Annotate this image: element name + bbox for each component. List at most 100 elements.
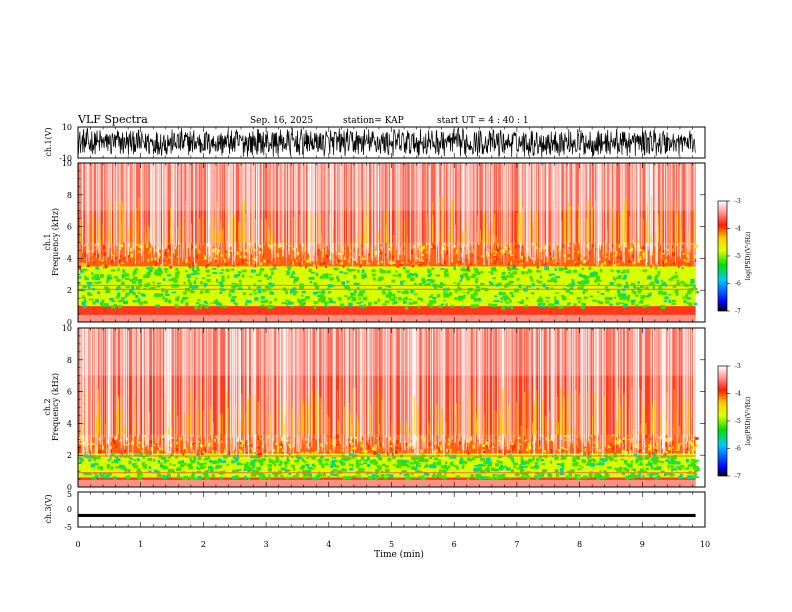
spectrogram-speckle xyxy=(187,463,193,466)
spectrogram-speckle xyxy=(496,248,500,252)
spectrogram-speckle xyxy=(99,447,101,449)
spectrogram-speckle xyxy=(95,443,97,446)
spectrogram-speckle xyxy=(639,258,643,261)
spectrogram-speckle xyxy=(288,472,292,475)
spectrogram-speckle xyxy=(299,285,304,289)
spectrogram-speckle xyxy=(254,258,258,262)
spectrogram-speckle xyxy=(269,290,272,293)
spectrogram-speckle xyxy=(648,460,651,464)
spectrogram-speckle xyxy=(455,436,458,439)
spectrogram-speckle xyxy=(498,282,502,285)
spectrogram-speckle xyxy=(440,262,444,266)
spectrogram-speckle xyxy=(653,460,658,465)
spectrogram-speckle xyxy=(672,284,677,288)
spectrogram-speckle xyxy=(368,302,372,306)
spectrogram-speckle xyxy=(459,260,462,264)
spectrogram-speckle xyxy=(356,460,362,462)
spectrogram-speckle xyxy=(124,293,128,298)
spectrogram-speckle xyxy=(152,265,155,268)
spectrogram-speckle xyxy=(415,255,417,258)
spectrogram-speckle xyxy=(199,462,204,467)
spectrogram-speckle xyxy=(486,476,491,479)
spectrogram-speckle xyxy=(254,458,258,462)
spectrogram-speckle xyxy=(368,445,370,448)
spectrogram-speckle xyxy=(316,248,320,253)
spectrogram-speckle xyxy=(325,442,328,446)
spectrogram-speckle xyxy=(264,435,266,438)
spectrogram-speckle xyxy=(212,272,218,274)
spectrogram-speckle xyxy=(110,305,116,309)
spectrogram-speckle xyxy=(400,280,404,285)
spectrogram-speckle xyxy=(327,287,330,290)
spectrogram-speckle xyxy=(160,462,163,465)
spectrogram-speckle xyxy=(476,286,481,289)
spectrogram-speckle xyxy=(597,290,600,294)
spectrogram-speckle xyxy=(617,293,623,298)
spectrogram-speckle xyxy=(616,270,620,273)
spectrogram-speckle xyxy=(644,456,650,460)
spectrogram-speckle xyxy=(358,290,364,295)
spectrogram-speckle xyxy=(480,282,485,286)
spectrogram-speckle xyxy=(510,261,512,266)
spectrogram-speckle xyxy=(269,275,272,279)
spectrogram-speckle xyxy=(491,259,493,263)
spectrogram-speckle xyxy=(407,259,409,261)
spectrogram-speckle xyxy=(123,271,126,274)
spectrogram-speckle xyxy=(563,267,568,271)
spectrogram-speckle xyxy=(148,251,150,255)
spectrogram-speckle xyxy=(158,456,163,459)
spectrogram-speckle xyxy=(594,472,599,476)
spectrogram-speckle xyxy=(131,463,135,466)
spectrogram-speckle xyxy=(150,266,155,270)
spectrogram-speckle xyxy=(561,455,567,460)
spectrogram-speckle xyxy=(487,439,489,443)
spectrogram-speckle xyxy=(335,443,339,446)
spectrogram-speckle xyxy=(268,301,272,304)
spectrogram-speckle xyxy=(237,270,242,274)
spectrogram-speckle xyxy=(155,304,160,308)
spectrogram-speckle xyxy=(574,473,577,478)
spectrogram-speckle xyxy=(472,245,475,249)
spectrogram-speckle xyxy=(440,244,444,247)
spectrogram-speckle xyxy=(580,452,583,457)
spectrogram-speckle xyxy=(437,305,443,308)
spectrogram-speckle xyxy=(372,273,376,277)
spectrogram-speckle xyxy=(239,279,242,283)
spectrogram-speckle xyxy=(501,272,506,275)
spectrogram-speckle xyxy=(541,257,543,260)
spectrogram-speckle xyxy=(411,264,414,268)
spectrogram-speckle xyxy=(460,275,464,280)
spectrogram-speckle xyxy=(333,469,338,472)
spectrogram-speckle xyxy=(668,293,671,296)
spectrogram-speckle xyxy=(142,275,147,279)
spectrogram-speckle xyxy=(639,449,643,451)
spectrogram-speckle xyxy=(142,461,146,464)
spectrogram-speckle xyxy=(493,437,497,439)
spectrogram-speckle xyxy=(89,293,93,296)
spectrogram-speckle xyxy=(100,466,103,469)
spectrogram-speckle xyxy=(153,443,156,447)
spectrogram-speckle xyxy=(204,256,207,260)
spectrogram-speckle xyxy=(236,263,239,266)
spectrogram-speckle xyxy=(326,255,329,258)
spectrogram-speckle xyxy=(420,262,423,264)
spectrogram-speckle xyxy=(549,460,552,464)
spectrogram-speckle xyxy=(670,465,674,468)
spectrogram-speckle xyxy=(87,264,90,268)
spectrogram-speckle xyxy=(100,474,105,478)
spectrogram-speckle xyxy=(392,451,394,454)
spectrogram-speckle xyxy=(350,268,356,272)
spectrogram-speckle xyxy=(293,265,296,269)
spectrogram-speckle xyxy=(504,295,509,298)
spectrogram-speckle xyxy=(600,246,603,250)
spectrogram-speckle xyxy=(182,453,185,456)
spectrogram-speckle xyxy=(503,451,506,456)
spectrogram-speckle xyxy=(82,268,88,272)
spectrogram-speckle xyxy=(278,463,282,466)
spectrogram-speckle xyxy=(139,476,143,481)
spectrogram-speckle xyxy=(336,256,338,260)
spectrogram-speckle xyxy=(595,275,600,279)
spectrogram-speckle xyxy=(686,458,689,463)
spectrogram-speckle xyxy=(569,287,574,290)
spectrogram-speckle xyxy=(328,297,332,301)
